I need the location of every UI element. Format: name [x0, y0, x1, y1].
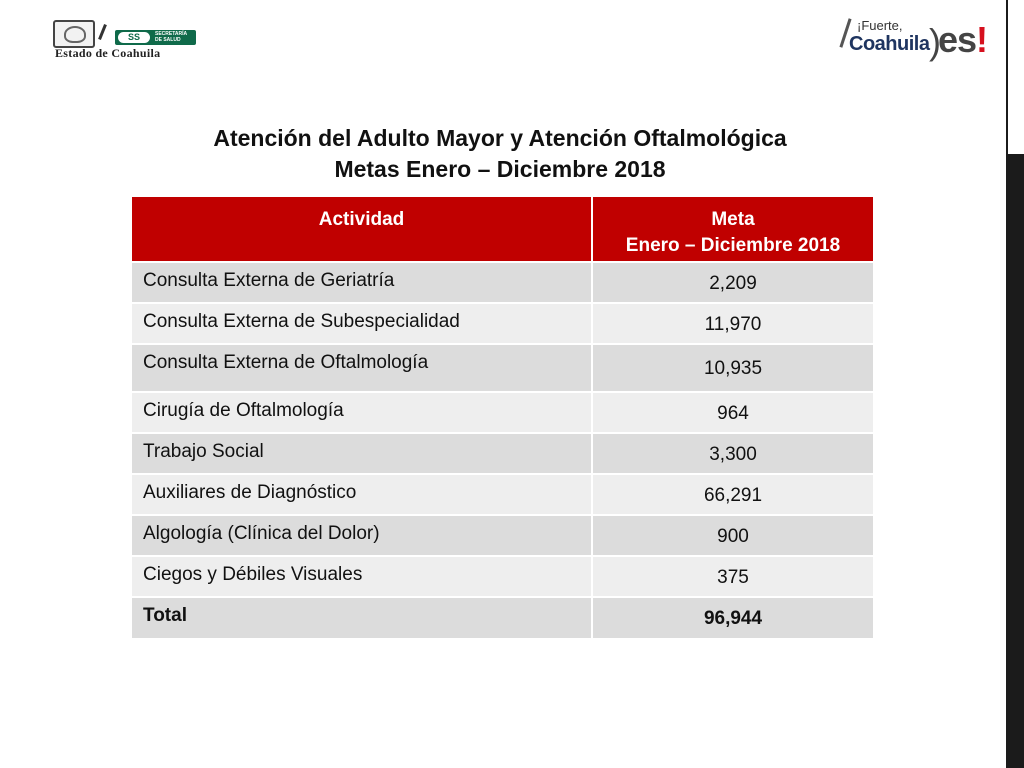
ss-caption: SECRETARÍA DE SALUD: [155, 31, 187, 43]
side-accent-block: [1006, 154, 1024, 768]
title-line-2: Metas Enero – Diciembre 2018: [334, 156, 666, 182]
table-row: Cirugía de Oftalmología 964: [132, 391, 875, 433]
total-row: Total 96,944: [132, 596, 875, 638]
state-name: Estado de Coahuila: [55, 46, 161, 60]
goal-cell: 10,935: [592, 343, 875, 392]
goal-cell: 375: [592, 555, 875, 597]
goal-cell: 66,291: [592, 473, 875, 515]
title-line-1: Atención del Adulto Mayor y Atención Oft…: [213, 125, 787, 151]
table-row: Consulta Externa de Subespecialidad 11,9…: [132, 302, 875, 344]
state-crest-icon: [53, 20, 95, 48]
activity-cell: Cirugía de Oftalmología: [132, 391, 593, 433]
activity-cell: Consulta Externa de Geriatría: [132, 261, 593, 303]
goal-cell: 3,300: [592, 432, 875, 474]
logo-es: es: [938, 19, 977, 60]
logo-fuerte-text: ¡Fuerte,: [857, 18, 903, 33]
coahuila-health-logo: SS SECRETARÍA DE SALUD Estado de Coahuil…: [50, 18, 200, 62]
table-row: Ciegos y Débiles Visuales 375: [132, 555, 875, 597]
activity-cell: Auxiliares de Diagnóstico: [132, 473, 593, 515]
slide-title: Atención del Adulto Mayor y Atención Oft…: [100, 123, 900, 185]
header-meta-line-2: Enero – Diciembre 2018: [625, 235, 841, 256]
goal-cell: 11,970: [592, 302, 875, 344]
activity-cell: Consulta Externa de Oftalmología: [132, 343, 593, 392]
total-label: Total: [132, 596, 593, 638]
table-row: Consulta Externa de Oftalmología 10,935: [132, 343, 875, 392]
header-actividad: Actividad: [132, 197, 593, 262]
logo-coahuila-text: Coahuila: [849, 33, 930, 55]
goal-cell: 964: [592, 391, 875, 433]
total-value: 96,944: [592, 596, 875, 638]
header-meta-line-1: Meta: [711, 209, 755, 230]
activity-cell: Algología (Clínica del Dolor): [132, 514, 593, 556]
ss-label: SS: [118, 32, 150, 43]
table-row: Consulta Externa de Geriatría 2,209: [132, 261, 875, 303]
goal-cell: 900: [592, 514, 875, 556]
logo-exclamation: !: [976, 19, 988, 60]
header-meta: Meta Enero – Diciembre 2018: [592, 197, 875, 262]
logo-divider: [98, 24, 107, 40]
activity-cell: Trabajo Social: [132, 432, 593, 474]
table-row: Auxiliares de Diagnóstico 66,291: [132, 473, 875, 515]
logo-es-text: es!: [938, 19, 988, 60]
side-accent-bar: [1006, 0, 1024, 768]
goal-cell: 2,209: [592, 261, 875, 303]
table-row: Trabajo Social 3,300: [132, 432, 875, 474]
table-row: Algología (Clínica del Dolor) 900: [132, 514, 875, 556]
goals-table: Actividad Meta Enero – Diciembre 2018 Co…: [132, 197, 875, 638]
activity-cell: Ciegos y Débiles Visuales: [132, 555, 593, 597]
fuerte-coahuila-logo: ¡Fuerte, Coahuila ) es!: [834, 14, 1004, 64]
activity-cell: Consulta Externa de Subespecialidad: [132, 302, 593, 344]
ss-badge: SS SECRETARÍA DE SALUD: [115, 30, 196, 45]
table-header-row: Actividad Meta Enero – Diciembre 2018: [132, 197, 875, 262]
logo-bracket: ): [929, 21, 941, 62]
